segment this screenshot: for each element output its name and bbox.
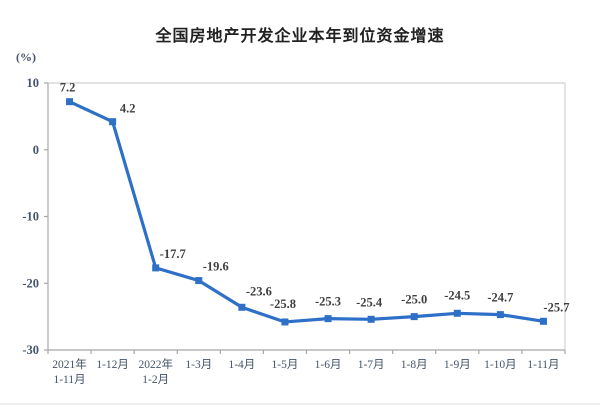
x-tick-label: 1-4月: [228, 359, 255, 371]
x-tick-label: 1-6月: [315, 359, 342, 371]
data-label: -25.4: [356, 295, 383, 309]
bottom-divider: [0, 403, 600, 405]
data-label: -19.6: [203, 260, 229, 274]
x-tick-label: 2022年 1-2月: [138, 357, 173, 386]
data-point-marker: [195, 277, 203, 285]
data-point-marker: [539, 317, 547, 325]
x-tick-label: 1-11月: [527, 359, 559, 371]
x-tick-label: 1-3月: [185, 359, 212, 371]
data-label: -25.0: [401, 293, 427, 307]
y-tick-label: 0: [33, 143, 39, 157]
data-point-marker: [324, 315, 332, 323]
data-point-marker: [238, 303, 246, 311]
data-point-marker: [410, 313, 418, 321]
data-point-marker: [281, 318, 289, 326]
y-axis-unit-label: (%): [16, 50, 36, 64]
y-tick-label: 10: [27, 76, 40, 90]
data-line: [67, 100, 546, 324]
x-tick-label: 2021年 1-11月: [52, 357, 87, 386]
data-point-marker: [152, 264, 160, 272]
data-point-marker: [496, 311, 504, 319]
data-point-marker: [66, 98, 74, 106]
data-point-marker: [367, 315, 375, 323]
data-point-marker: [109, 118, 117, 126]
x-tick-label: 1-8月: [401, 359, 428, 371]
y-tick-label: -30: [22, 343, 39, 357]
data-point-marker: [453, 309, 461, 317]
x-tick-label: 1-12月: [96, 359, 129, 371]
data-label: -23.6: [246, 284, 272, 298]
x-tick-label: 1-9月: [444, 359, 471, 371]
data-label: -24.5: [444, 288, 470, 302]
x-tick-label: 1-5月: [272, 359, 299, 371]
x-tick-label: 1-10月: [484, 359, 517, 371]
y-tick-label: -20: [22, 276, 39, 290]
y-tick-label: -10: [22, 210, 39, 224]
data-label: 4.2: [120, 102, 136, 116]
data-label: -25.7: [543, 300, 569, 314]
data-label: -24.7: [487, 291, 513, 305]
data-label: -25.8: [270, 297, 296, 311]
chart-title: 全国房地产开发企业本年到位资金增速: [155, 28, 445, 45]
data-label: -17.7: [160, 247, 186, 261]
x-tick-label: 1-7月: [358, 359, 385, 371]
data-label: -25.3: [315, 295, 341, 309]
data-label: 7.2: [60, 81, 76, 95]
